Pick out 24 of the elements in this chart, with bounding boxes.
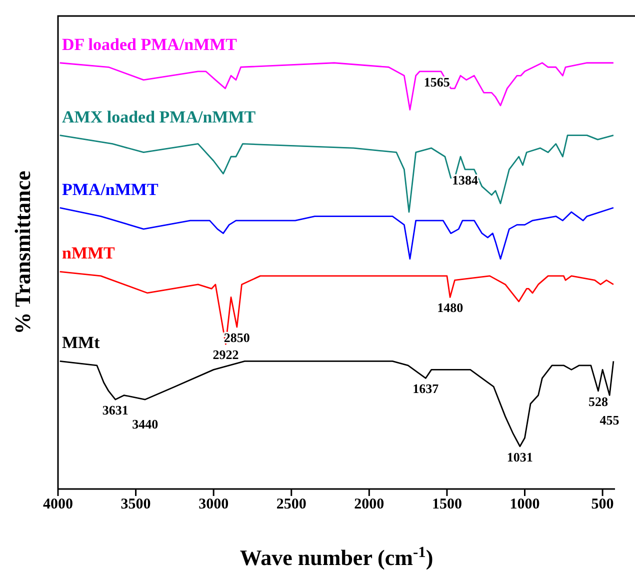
annotation: 3440 (132, 416, 158, 432)
annotation: 2922 (212, 347, 239, 362)
series-label: DF loaded PMA/nMMT (62, 34, 238, 54)
x-tick-label: 1000 (510, 496, 540, 513)
series-label: nMMT (62, 244, 116, 263)
x-tick-label: 2000 (354, 496, 384, 513)
annotation: 455 (600, 412, 620, 428)
annotation: 1637 (412, 381, 440, 396)
x-tick-label: 3500 (120, 496, 151, 513)
annotation: 1480 (437, 300, 464, 316)
series-label: MMt (62, 333, 100, 352)
x-tick-label: 500 (591, 496, 614, 513)
annotation: 528 (588, 394, 608, 409)
x-tick-label: 2500 (276, 496, 306, 513)
annotation: 3631 (102, 402, 128, 418)
x-axis-title: Wave number (cm$^{-1}$) (240, 544, 434, 570)
x-tick-label: 4000 (43, 496, 73, 513)
series-label: AMX loaded PMA/nMMT (62, 107, 256, 126)
series-label: PMA/nMMT (62, 180, 159, 199)
annotation: 1031 (506, 449, 533, 464)
x-tick-label: 1500 (432, 496, 462, 513)
annotation: 1384 (452, 172, 479, 188)
y-axis-title: % Transmittance (10, 170, 35, 334)
x-tick-label: 3000 (198, 496, 229, 513)
